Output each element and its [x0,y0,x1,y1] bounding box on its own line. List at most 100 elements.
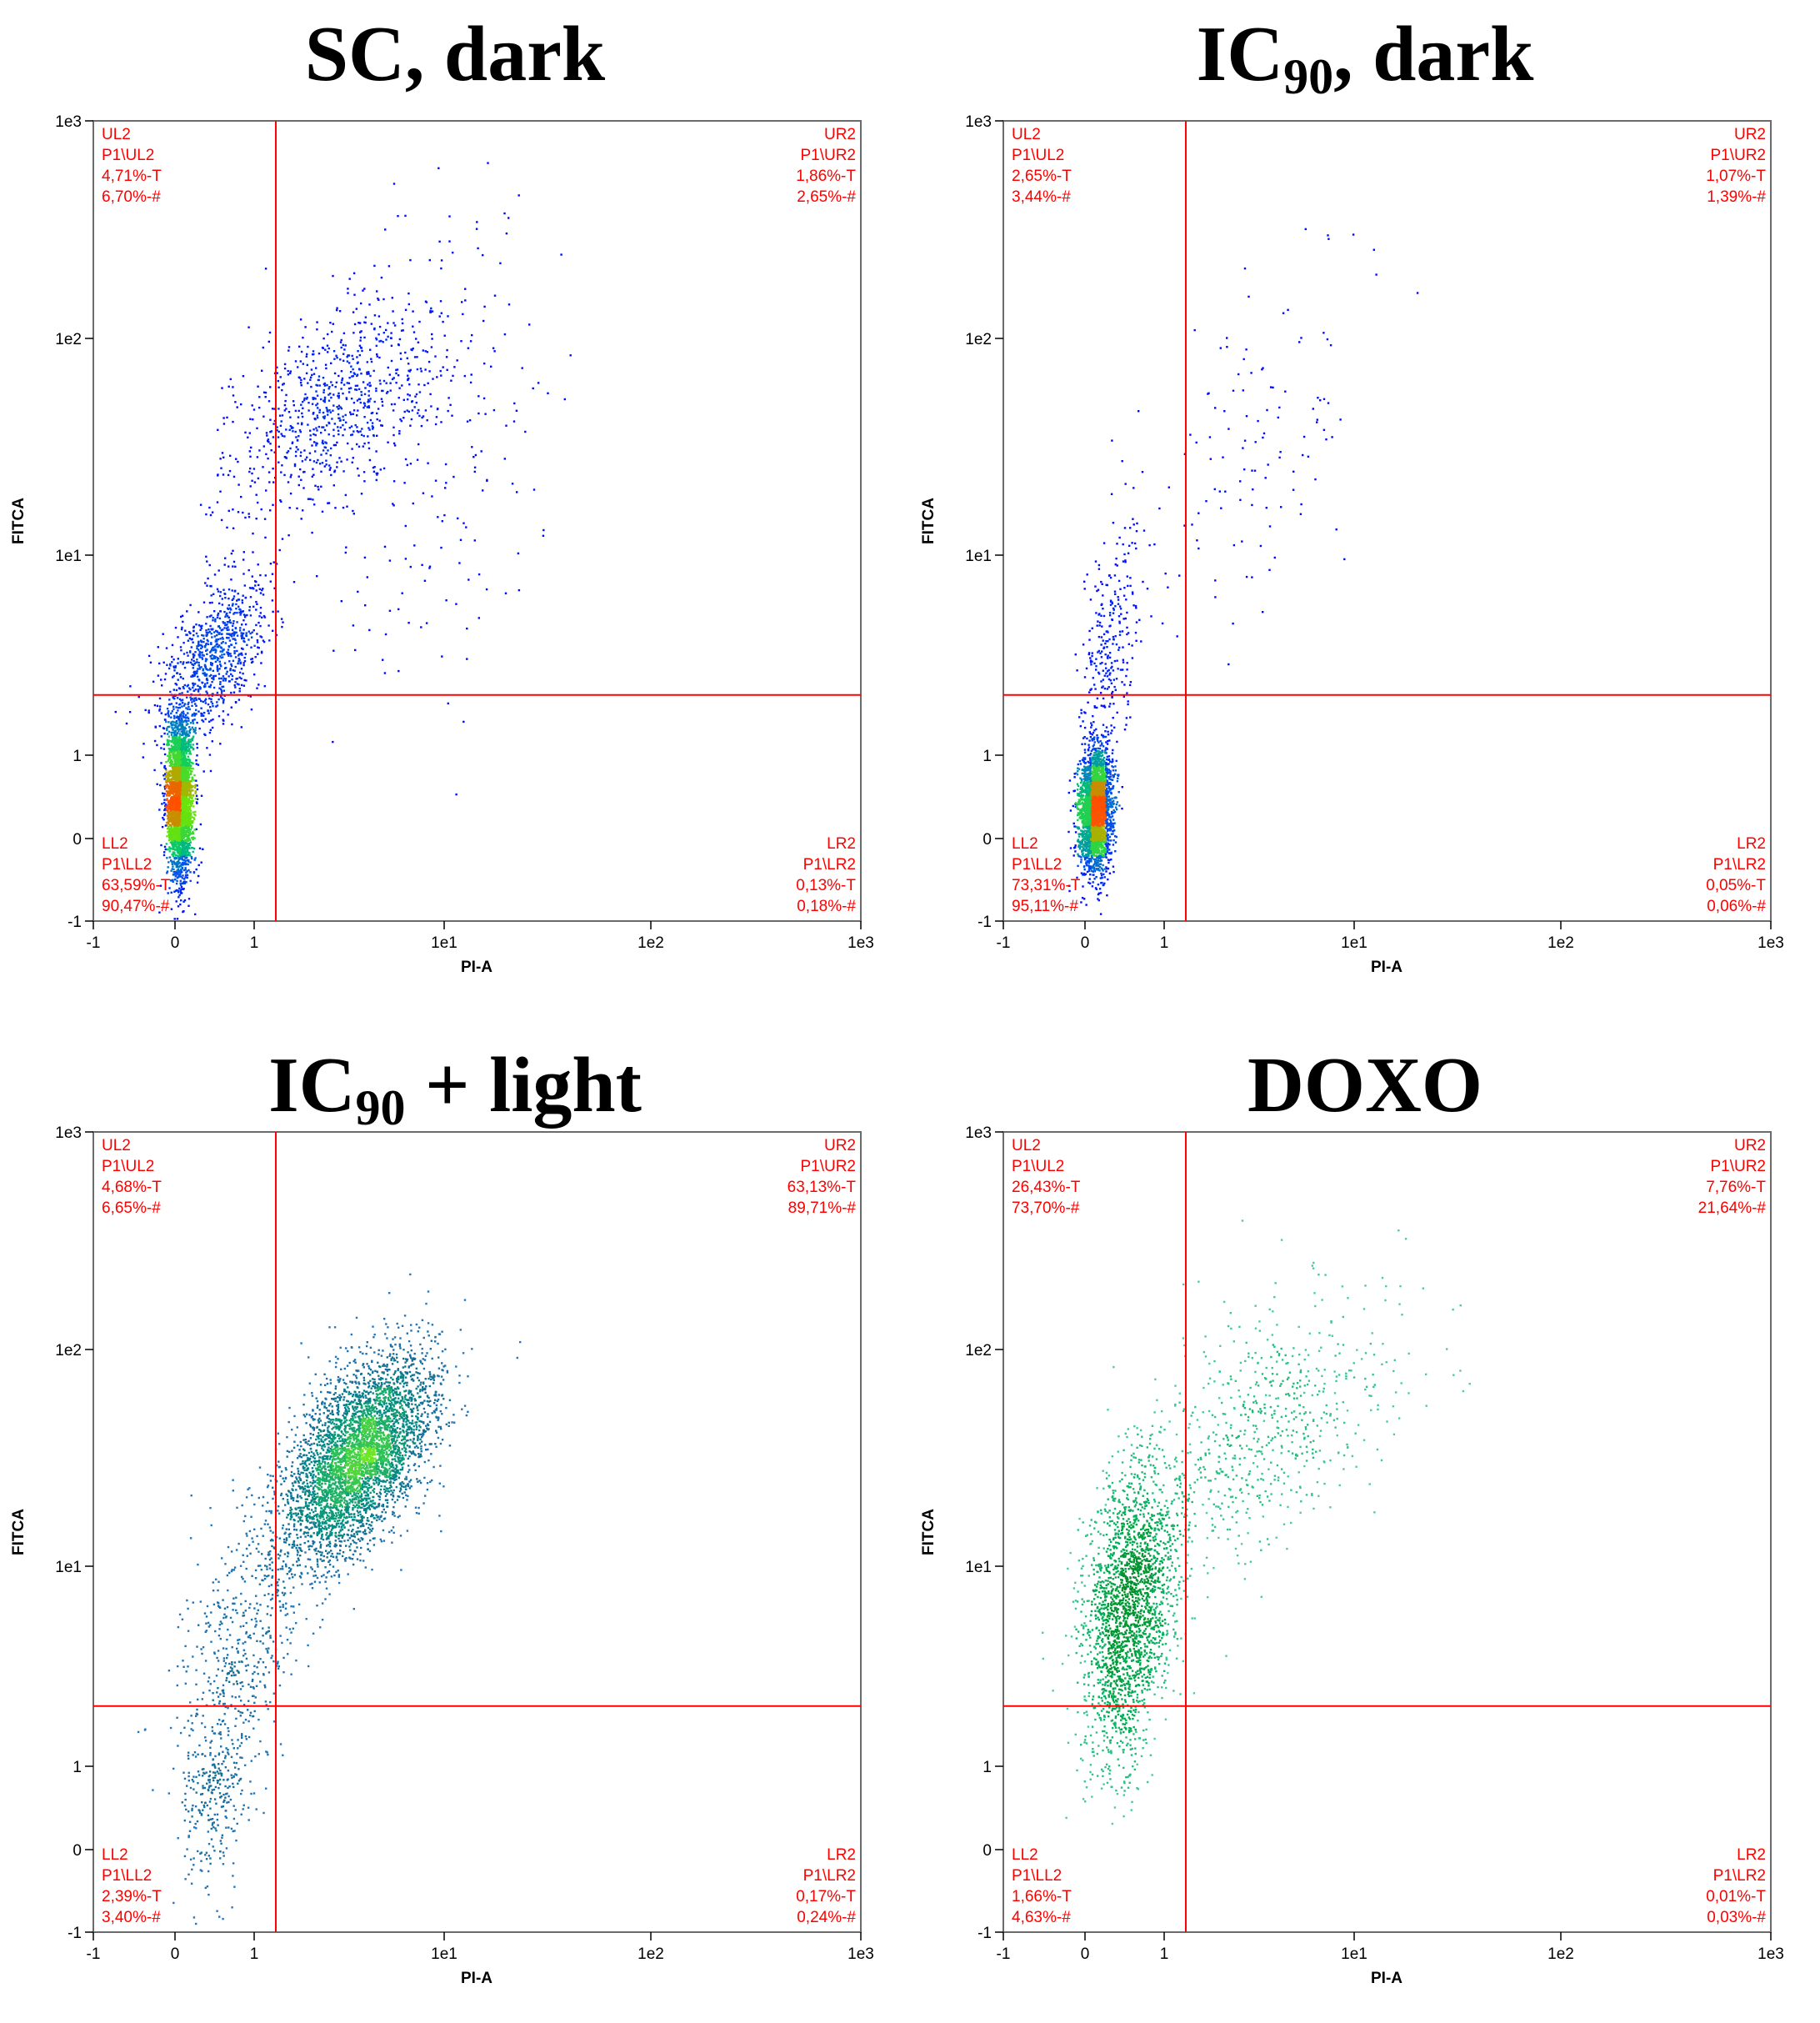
event-point [172,801,175,804]
event-point [190,826,193,829]
event-point [302,487,305,489]
event-point [171,810,174,814]
event-point [248,587,252,589]
event-point [370,323,372,325]
event-point [195,704,198,707]
event-point [176,754,178,756]
event-point [178,755,181,758]
event-point [280,500,282,503]
event-point [309,498,312,500]
event-point [316,417,319,419]
event-point [313,503,316,506]
event-point [180,885,183,889]
event-point [168,787,170,790]
event-point [168,753,171,755]
event-point [218,660,221,663]
event-point [295,446,298,448]
event-point [192,689,195,692]
event-point [185,804,188,808]
event-point [188,833,191,836]
event-point [171,833,173,835]
event-point [167,818,169,820]
event-point [183,827,187,830]
event-point [404,524,407,528]
event-point [272,436,275,438]
event-point [316,403,319,405]
event-point [178,832,181,834]
event-point [351,433,354,436]
event-point [321,462,324,464]
event-point [181,882,183,884]
event-point [294,430,297,433]
event-point [262,346,264,349]
event-point [359,331,362,333]
event-point [289,447,292,450]
event-point [168,721,170,724]
event-point [183,810,186,813]
event-point [216,668,219,671]
event-point [201,651,203,653]
event-point [434,423,438,426]
event-point [172,676,174,679]
event-point [196,743,198,745]
event-point [204,699,207,702]
event-point [167,773,169,775]
event-point [348,278,351,280]
event-point [182,832,185,834]
event-point [182,818,185,821]
event-point [238,658,241,661]
event-point [352,457,354,459]
event-point [382,379,386,383]
event-point [178,805,181,809]
event-point [404,351,407,354]
event-point [316,394,319,397]
event-point [183,787,186,789]
event-point [181,692,183,694]
event-point [212,675,215,678]
event-point [338,457,341,459]
event-point [378,298,380,301]
event-point [424,368,427,371]
event-point [238,605,240,608]
event-point [321,426,323,428]
event-point [342,353,345,355]
event-point [167,849,169,851]
event-point [159,705,162,708]
event-point [188,822,191,824]
event-point [327,502,329,504]
event-point [188,748,191,750]
event-point [170,807,173,810]
event-point [306,363,308,367]
event-point [212,678,215,681]
event-point [234,401,237,403]
event-point [182,795,186,798]
event-point [297,366,299,368]
event-point [428,360,431,363]
event-point [378,325,382,328]
event-point [202,700,204,704]
event-point [189,841,192,844]
event-point [188,782,190,784]
event-point [327,449,329,452]
event-point [178,769,181,771]
event-point [192,682,194,685]
event-point [208,630,212,633]
event-point [175,871,178,874]
event-point [210,657,212,660]
event-point [182,750,186,754]
event-point [175,862,178,865]
event-point [288,411,291,413]
event-point [212,656,216,658]
event-point [211,703,214,705]
event-point [221,636,224,639]
event-point [316,321,318,323]
event-point [186,716,189,719]
event-point [254,584,257,587]
event-point [169,806,172,809]
event-point [177,807,180,809]
event-point [195,794,198,797]
event-point [188,838,191,840]
event-point [205,668,208,670]
event-point [352,332,355,334]
event-point [168,819,170,821]
